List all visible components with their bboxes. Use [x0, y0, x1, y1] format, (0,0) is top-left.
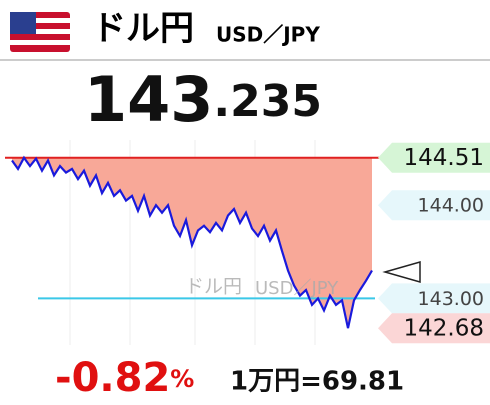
y-tick-label: 142.68	[404, 316, 484, 342]
change-value: -0.82	[55, 355, 170, 401]
tick-box	[378, 142, 490, 173]
tick-box	[378, 283, 490, 314]
tick-box	[378, 313, 490, 344]
price-int: 143	[84, 63, 213, 136]
watermark-title: ドル円	[185, 276, 242, 298]
subtitle: USD／JPY	[216, 23, 320, 47]
current-marker	[382, 261, 421, 283]
change: -0.82%	[55, 355, 194, 401]
y-tick-label: 144.00	[418, 195, 484, 217]
plot	[5, 155, 390, 329]
flag	[10, 12, 70, 52]
price: 143.235	[84, 63, 322, 136]
conversion: 1万円=69.81	[230, 367, 404, 397]
change-unit: %	[170, 365, 194, 393]
title: ドル円	[92, 9, 194, 49]
watermark-subtitle: USD／JPY	[255, 278, 339, 299]
price-line	[11, 155, 373, 329]
y-tick-label: 144.51	[404, 145, 484, 171]
price-frac: .235	[213, 76, 322, 127]
tick-box	[378, 190, 490, 221]
y-tick-label: 143.00	[418, 288, 484, 310]
